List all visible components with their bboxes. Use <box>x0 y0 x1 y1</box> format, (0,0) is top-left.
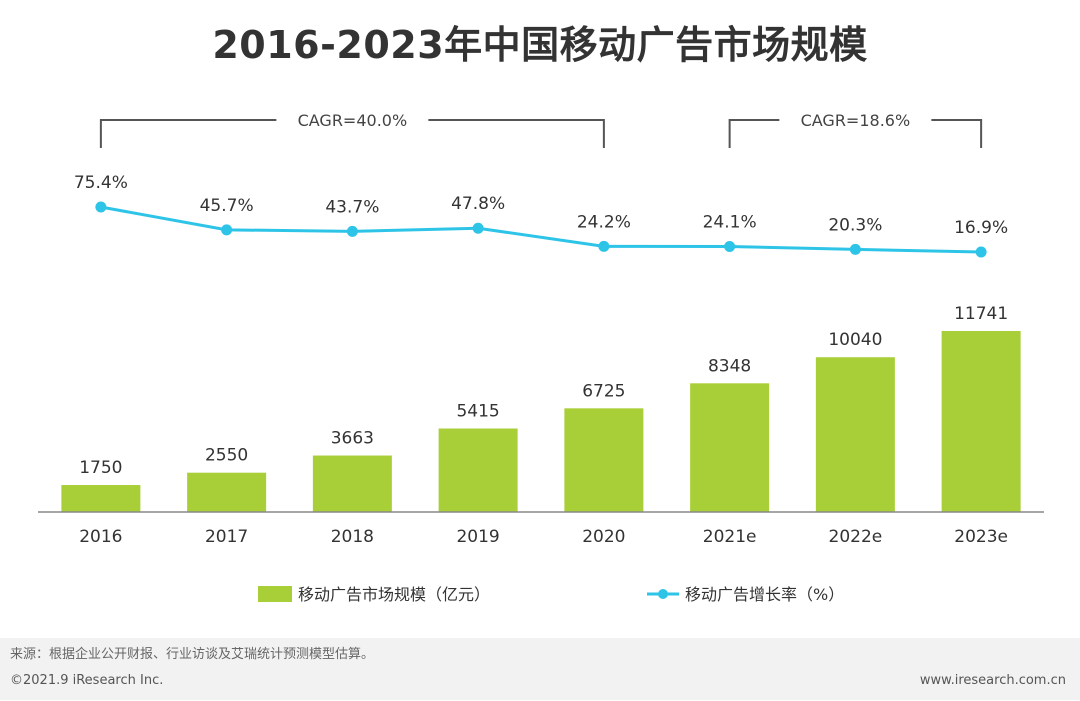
bar-value-label: 5415 <box>456 402 499 422</box>
growth-point-2019 <box>472 222 484 234</box>
x-tick-label: 2023e <box>954 527 1008 547</box>
x-tick-label: 2021e <box>703 527 757 547</box>
x-tick-label: 2018 <box>331 527 374 547</box>
legend-bar-swatch <box>258 586 292 602</box>
growth-value-label: 16.9% <box>954 218 1008 238</box>
growth-point-2016 <box>95 201 107 213</box>
bar-2022e <box>815 357 895 512</box>
bar-value-label: 11741 <box>954 304 1008 324</box>
legend-line-marker <box>658 589 668 599</box>
bar-2017 <box>187 472 267 512</box>
bar-value-label: 6725 <box>582 381 625 401</box>
cagr-bracket-left <box>728 119 780 148</box>
growth-value-label: 24.1% <box>703 212 757 232</box>
growth-point-2022e <box>849 243 861 255</box>
growth-point-2023e <box>975 246 987 258</box>
website: www.iresearch.com.cn <box>919 673 1066 688</box>
legend-bar-label: 移动广告市场规模（亿元） <box>298 585 490 604</box>
x-tick-label: 2020 <box>582 527 625 547</box>
x-tick-label: 2019 <box>456 527 499 547</box>
bar-value-label: 10040 <box>828 330 882 350</box>
growth-point-2020 <box>598 240 610 252</box>
cagr-bracket-left <box>99 119 277 148</box>
bar-2019 <box>438 428 518 512</box>
bar-2016 <box>61 485 141 512</box>
chart-title: 2016-2023年中国移动广告市场规模 <box>212 23 868 67</box>
bar-value-label: 8348 <box>708 356 751 376</box>
copyright: ©2021.9 iResearch Inc. <box>10 673 164 688</box>
growth-value-label: 45.7% <box>200 196 254 216</box>
cagr-label: CAGR=18.6% <box>801 111 911 130</box>
footer-band <box>0 638 1080 700</box>
growth-value-label: 24.2% <box>577 212 631 232</box>
source-note: 来源：根据企业公开财报、行业访谈及艾瑞统计预测模型估算。 <box>10 647 375 662</box>
bar-2023e <box>941 331 1021 512</box>
growth-value-label: 20.3% <box>828 215 882 235</box>
bar-value-label: 2550 <box>205 446 248 466</box>
bar-2020 <box>564 408 644 512</box>
chart-canvas: 1750 2550 3663 5415 6725 8348 10040 11741 2016 20… <box>38 111 1044 604</box>
bar-2018 <box>312 455 392 512</box>
growth-value-label: 75.4% <box>74 173 128 193</box>
growth-line <box>100 205 982 254</box>
x-tick-label: 2022e <box>829 527 883 547</box>
growth-point-2017 <box>221 224 233 236</box>
cagr-label: CAGR=40.0% <box>298 111 408 130</box>
cagr-bracket-right <box>428 119 605 148</box>
growth-value-label: 43.7% <box>325 197 379 217</box>
cagr-bracket-right <box>931 119 983 148</box>
growth-point-2021e <box>724 240 736 252</box>
bar-2021e <box>690 383 770 512</box>
bar-value-label: 3663 <box>331 429 374 449</box>
growth-value-label: 47.8% <box>451 194 505 214</box>
bar-value-label: 1750 <box>79 458 122 478</box>
x-tick-label: 2017 <box>205 527 248 547</box>
legend-line-label: 移动广告增长率（%） <box>685 585 844 604</box>
x-tick-label: 2016 <box>79 527 122 547</box>
growth-point-2018 <box>346 225 358 237</box>
